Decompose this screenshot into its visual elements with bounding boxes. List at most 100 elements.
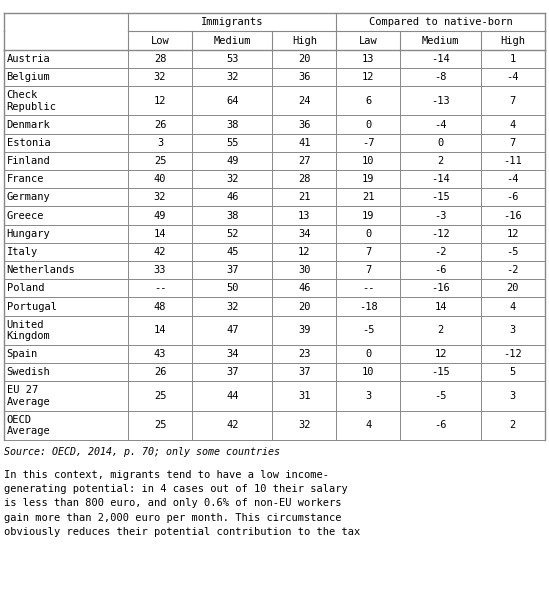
Text: -16: -16 <box>503 210 522 221</box>
Text: 3: 3 <box>509 391 516 401</box>
Text: 34: 34 <box>226 349 238 359</box>
Text: 32: 32 <box>226 302 238 312</box>
Text: -2: -2 <box>434 247 447 257</box>
Text: 31: 31 <box>298 391 311 401</box>
Text: 38: 38 <box>226 210 238 221</box>
Text: 46: 46 <box>226 192 238 203</box>
Text: 4: 4 <box>509 119 516 130</box>
Text: gain more than 2,000 euro per month. This circumstance: gain more than 2,000 euro per month. Thi… <box>4 513 342 523</box>
Text: Belgium: Belgium <box>7 72 51 82</box>
Text: 12: 12 <box>506 229 519 239</box>
Text: 64: 64 <box>226 96 238 106</box>
Text: Hungary: Hungary <box>7 229 51 239</box>
Text: High: High <box>500 36 525 46</box>
Text: -15: -15 <box>431 367 450 377</box>
Text: 4: 4 <box>509 302 516 312</box>
Text: -5: -5 <box>506 247 519 257</box>
Text: 0: 0 <box>365 349 372 359</box>
Text: 42: 42 <box>226 420 238 431</box>
Text: 7: 7 <box>365 247 372 257</box>
Text: 2: 2 <box>509 420 516 431</box>
Text: 26: 26 <box>154 367 166 377</box>
Text: 1: 1 <box>509 54 516 64</box>
Text: 30: 30 <box>298 265 311 275</box>
Text: 32: 32 <box>154 72 166 82</box>
Text: 41: 41 <box>298 137 311 148</box>
Text: 45: 45 <box>226 247 238 257</box>
Text: 7: 7 <box>509 96 516 106</box>
Text: -6: -6 <box>434 265 447 275</box>
Text: Medium: Medium <box>422 36 459 46</box>
Text: 6: 6 <box>365 96 372 106</box>
Text: -4: -4 <box>506 174 519 184</box>
Text: generating potential: in 4 cases out of 10 their salary: generating potential: in 4 cases out of … <box>4 484 348 494</box>
Text: 20: 20 <box>298 302 311 312</box>
Text: Check
Republic: Check Republic <box>7 90 57 112</box>
Text: 12: 12 <box>298 247 311 257</box>
Text: obviously reduces their potential contribution to the tax: obviously reduces their potential contri… <box>4 526 361 537</box>
Text: -6: -6 <box>506 192 519 203</box>
Text: 34: 34 <box>298 229 311 239</box>
Text: -12: -12 <box>431 229 450 239</box>
Text: 3: 3 <box>509 325 516 335</box>
Text: 49: 49 <box>154 210 166 221</box>
Text: Low: Low <box>150 36 170 46</box>
Text: Spain: Spain <box>7 349 38 359</box>
Text: High: High <box>292 36 317 46</box>
Text: -4: -4 <box>506 72 519 82</box>
Text: 25: 25 <box>154 391 166 401</box>
Text: -12: -12 <box>503 349 522 359</box>
Text: 2: 2 <box>438 156 444 166</box>
Text: 39: 39 <box>298 325 311 335</box>
Text: -4: -4 <box>434 119 447 130</box>
Text: -11: -11 <box>503 156 522 166</box>
Text: 24: 24 <box>298 96 311 106</box>
Text: --: -- <box>154 283 166 293</box>
Text: 33: 33 <box>154 265 166 275</box>
Text: 13: 13 <box>362 54 374 64</box>
Text: OECD
Average: OECD Average <box>7 415 51 437</box>
Text: 52: 52 <box>226 229 238 239</box>
Text: 44: 44 <box>226 391 238 401</box>
Text: 38: 38 <box>226 119 238 130</box>
Text: -6: -6 <box>434 420 447 431</box>
Text: 4: 4 <box>365 420 372 431</box>
Text: 5: 5 <box>509 367 516 377</box>
Text: Poland: Poland <box>7 283 44 293</box>
Text: 3: 3 <box>365 391 372 401</box>
Text: 14: 14 <box>434 302 447 312</box>
Text: -14: -14 <box>431 174 450 184</box>
Text: 37: 37 <box>226 265 238 275</box>
Text: 37: 37 <box>226 367 238 377</box>
Text: 28: 28 <box>154 54 166 64</box>
Text: 23: 23 <box>298 349 311 359</box>
Text: 0: 0 <box>438 137 444 148</box>
Text: Estonia: Estonia <box>7 137 51 148</box>
Text: -5: -5 <box>434 391 447 401</box>
Text: 42: 42 <box>154 247 166 257</box>
Text: 7: 7 <box>509 137 516 148</box>
Text: Medium: Medium <box>214 36 251 46</box>
Text: 25: 25 <box>154 156 166 166</box>
Text: --: -- <box>362 283 374 293</box>
Text: 0: 0 <box>365 229 372 239</box>
Text: 32: 32 <box>154 192 166 203</box>
Text: 10: 10 <box>362 367 374 377</box>
Text: 37: 37 <box>298 367 311 377</box>
Text: 2: 2 <box>438 325 444 335</box>
Text: EU 27
Average: EU 27 Average <box>7 385 51 407</box>
Text: 19: 19 <box>362 174 374 184</box>
Text: Immigrants: Immigrants <box>201 17 264 27</box>
Text: -15: -15 <box>431 192 450 203</box>
Text: 12: 12 <box>154 96 166 106</box>
Text: 48: 48 <box>154 302 166 312</box>
Text: Denmark: Denmark <box>7 119 51 130</box>
Text: 19: 19 <box>362 210 374 221</box>
Text: -14: -14 <box>431 54 450 64</box>
Text: 46: 46 <box>298 283 311 293</box>
Text: -13: -13 <box>431 96 450 106</box>
Text: 55: 55 <box>226 137 238 148</box>
Text: 47: 47 <box>226 325 238 335</box>
Text: is less than 800 euro, and only 0.6% of non-EU workers: is less than 800 euro, and only 0.6% of … <box>4 499 342 508</box>
Text: 32: 32 <box>298 420 311 431</box>
